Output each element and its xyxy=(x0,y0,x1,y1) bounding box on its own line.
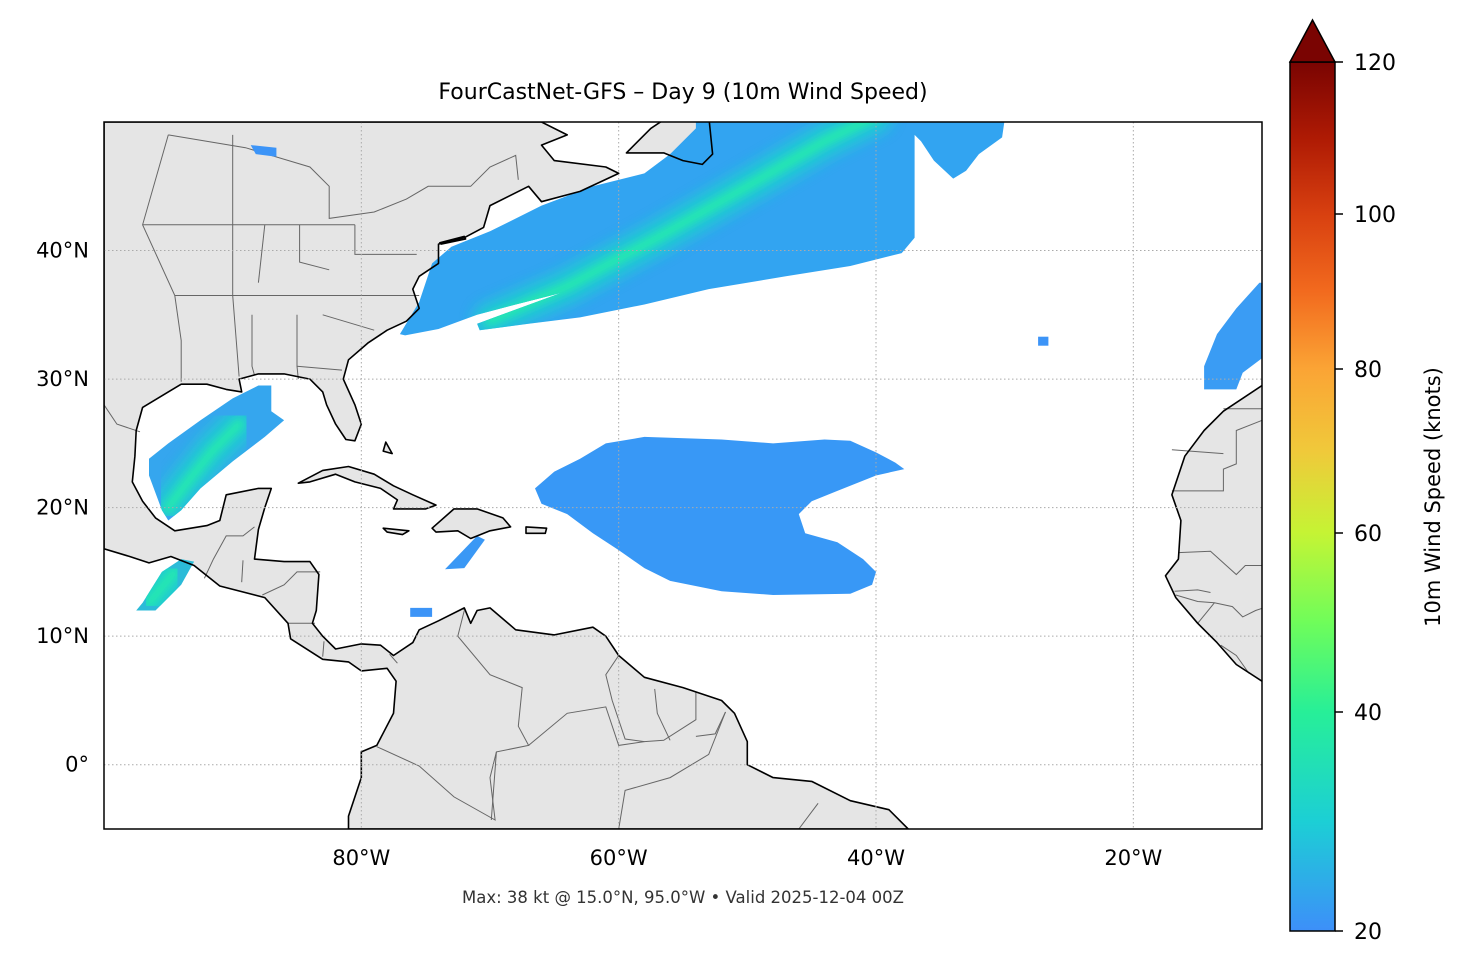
colorbar-gradient xyxy=(1289,61,1336,932)
border-line xyxy=(257,224,266,283)
colorbar-extend-arrow xyxy=(1288,18,1337,63)
latitude-tick-labels: 40°N 30°N 20°N 10°N 0° xyxy=(36,239,89,777)
colorbar-tick-label: 40 xyxy=(1354,701,1382,726)
footer-max-info: Max: 38 kt @ 15.0°N, 95.0°W • Valid 2025… xyxy=(462,888,904,907)
colorbar-tick-label: 120 xyxy=(1354,51,1396,76)
coastline-newfoundland xyxy=(625,122,714,166)
border-line xyxy=(104,404,141,433)
border-line xyxy=(299,224,330,271)
country-borders xyxy=(104,134,1262,829)
coastline-puerto-rico xyxy=(525,526,548,535)
wind-region-small xyxy=(410,607,433,617)
border-line xyxy=(251,314,255,376)
coastline-long-island xyxy=(438,235,467,245)
lon-tick-label: 40°W xyxy=(847,846,905,870)
coastline-layer xyxy=(104,122,1262,829)
wind-core-max xyxy=(485,122,881,325)
border-line xyxy=(1197,602,1215,624)
border-line xyxy=(322,641,325,657)
wind-region-small xyxy=(1038,336,1049,346)
map-frame xyxy=(103,121,1263,830)
wind-core-max xyxy=(163,419,245,513)
wind-region-caribbean xyxy=(445,535,485,570)
coastline-americas xyxy=(104,122,910,829)
coastline-africa xyxy=(1164,384,1262,684)
coastline-jamaica xyxy=(382,527,410,536)
lat-tick-label: 20°N xyxy=(36,496,89,520)
colorbar-tick-label: 100 xyxy=(1354,203,1396,228)
wind-region-central-atlantic xyxy=(535,436,905,595)
land-cuba xyxy=(298,466,436,509)
border-line xyxy=(1220,644,1250,674)
border-line xyxy=(376,610,530,821)
coastline-andros xyxy=(382,441,394,455)
border-line xyxy=(1261,668,1262,670)
lat-tick-label: 40°N xyxy=(36,239,89,263)
land-africa xyxy=(1165,385,1262,682)
lat-tick-label: 10°N xyxy=(36,624,89,648)
border-line xyxy=(296,365,343,371)
wind-core-group xyxy=(473,122,893,336)
colorbar-tick-label: 80 xyxy=(1354,358,1382,383)
border-line xyxy=(241,560,244,583)
border-line xyxy=(1175,594,1262,618)
coastline-cuba xyxy=(297,465,437,510)
border-line xyxy=(490,751,497,821)
border-line xyxy=(389,653,398,664)
colorbar-tick-label: 60 xyxy=(1354,522,1382,547)
coastline-hispaniola xyxy=(431,508,512,540)
wind-speed-layer xyxy=(136,122,1262,617)
border-line xyxy=(1174,589,1211,593)
border-line xyxy=(695,711,726,737)
border-line xyxy=(1171,419,1262,492)
map-area xyxy=(104,122,1262,829)
border-line xyxy=(203,526,255,579)
longitude-tick-labels: 80°W 60°W 40°W 20°W xyxy=(332,846,1162,870)
border-line xyxy=(798,802,819,829)
border-line xyxy=(654,688,671,741)
wind-region-canary xyxy=(1204,282,1262,390)
border-line xyxy=(354,224,417,255)
border-line xyxy=(168,134,519,219)
wind-core-max xyxy=(144,566,180,608)
lon-tick-label: 60°W xyxy=(590,846,648,870)
lat-tick-label: 30°N xyxy=(36,367,89,391)
colorbar-tick-label: 20 xyxy=(1354,920,1382,945)
lon-tick-label: 80°W xyxy=(332,846,390,870)
wind-core-group xyxy=(151,407,257,521)
land-jamaica xyxy=(383,528,409,535)
border-line xyxy=(1178,550,1262,576)
land-americas xyxy=(104,122,909,829)
wind-region-small xyxy=(250,145,277,157)
wind-core-group xyxy=(136,559,192,611)
border-line xyxy=(322,314,375,331)
gridlines xyxy=(104,122,1262,829)
colorbar-ticks: 20 40 60 80 100 120 xyxy=(1335,51,1396,945)
lat-tick-label: 0° xyxy=(65,753,89,777)
map-title: FourCastNet-GFS – Day 9 (10m Wind Speed) xyxy=(438,80,927,105)
border-line xyxy=(262,571,321,596)
border-line xyxy=(605,655,697,743)
colorbar: 20 40 60 80 100 120 10m Wind Speed (knots) xyxy=(1288,18,1445,945)
border-line xyxy=(618,711,726,829)
border-line xyxy=(528,706,645,746)
colorbar-label: 10m Wind Speed (knots) xyxy=(1421,367,1445,627)
border-line xyxy=(1171,449,1224,455)
lon-tick-label: 20°W xyxy=(1104,846,1162,870)
